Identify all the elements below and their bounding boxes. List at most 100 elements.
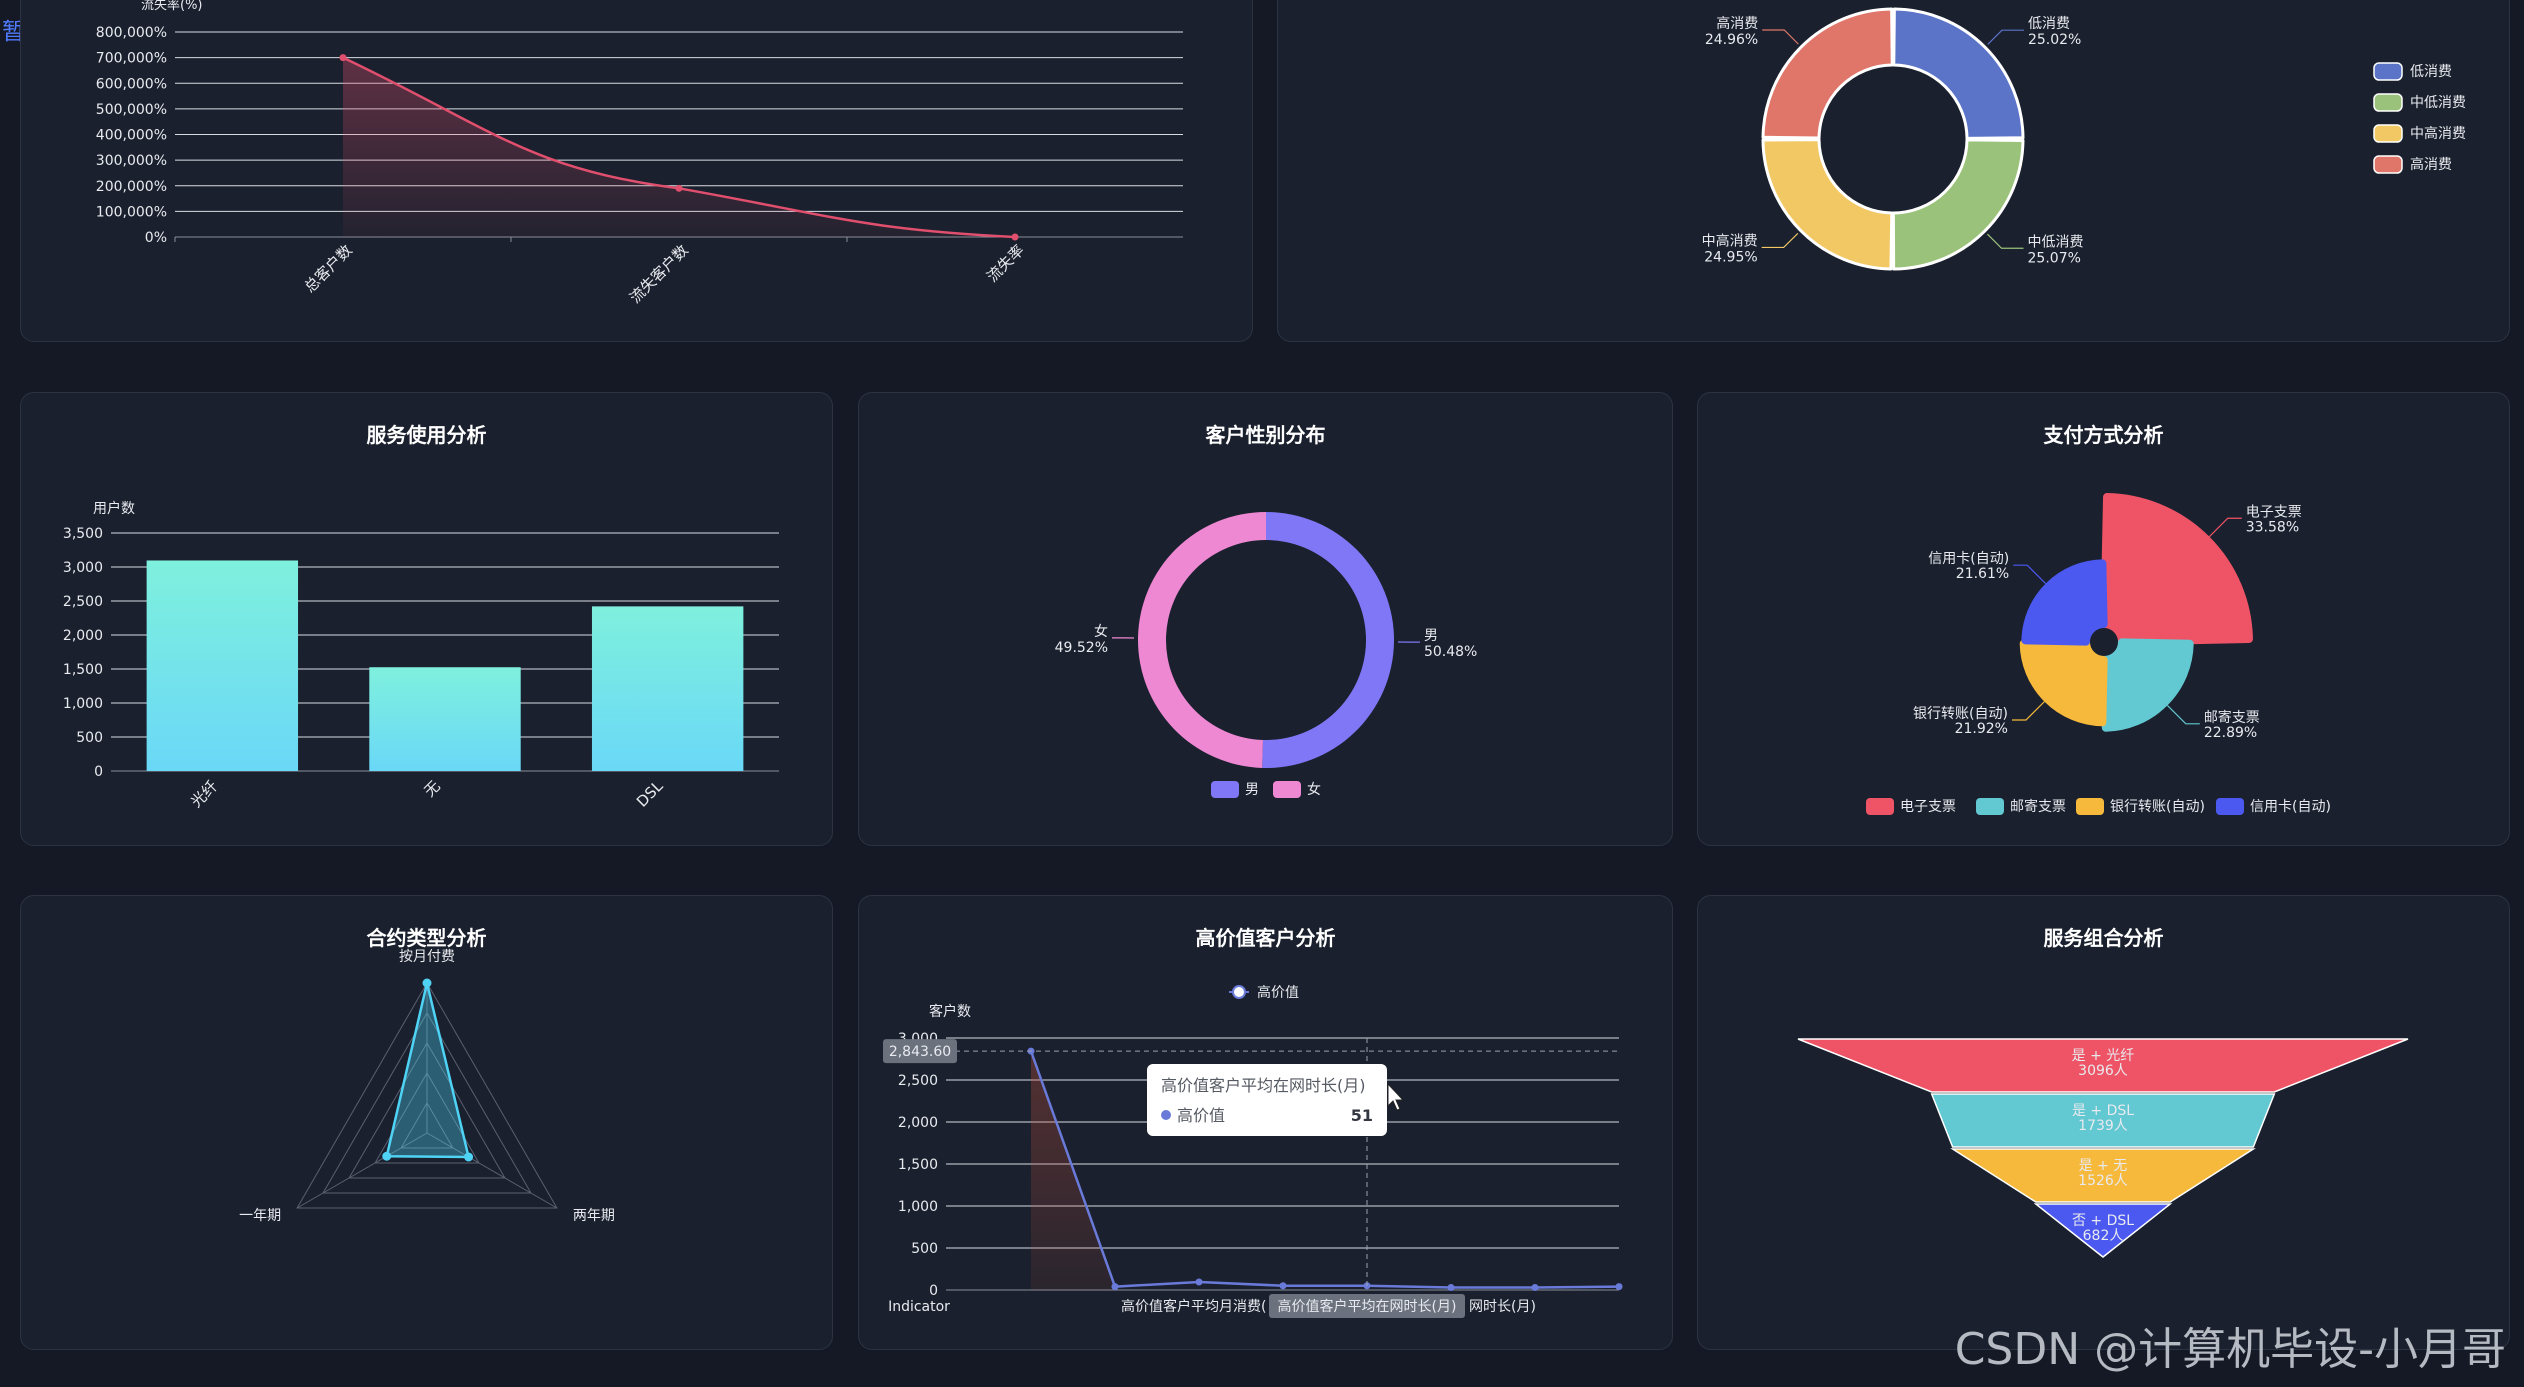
tooltip-box bbox=[1147, 1064, 1387, 1136]
payment-panel: 支付方式分析 电子支票 33.58% 邮寄支票 22.89% 银行转账(自动) 21.92… bbox=[1697, 392, 2510, 846]
pie-slice-label: 高消费 bbox=[1716, 15, 1758, 32]
radar-point bbox=[382, 1151, 392, 1161]
legend-label: 女 bbox=[1307, 781, 1321, 798]
pie-leader-line bbox=[1986, 233, 2024, 249]
hv-area bbox=[1031, 1051, 1115, 1290]
rose-pct: 33.58% bbox=[2246, 519, 2299, 535]
churn-area bbox=[343, 57, 1015, 237]
axis-pointer-x-label: 高价值客户平均在网时长(月) bbox=[1278, 1298, 1457, 1315]
y-tick-label: 2,500 bbox=[63, 594, 103, 610]
y-tick-label: 1,000 bbox=[898, 1199, 938, 1215]
y-tick-label: 100,000% bbox=[96, 204, 167, 220]
y-tick-label: 2,000 bbox=[898, 1115, 938, 1131]
funnel-stage-value: 682人 bbox=[2083, 1228, 2124, 1244]
radar-grid bbox=[348, 1042, 506, 1179]
axis-pointer-y-badge bbox=[883, 1039, 957, 1064]
x-tick-label: 光纤 bbox=[187, 777, 221, 811]
payment-chart: 电子支票33.58%邮寄支票22.89%银行转账(自动)21.92%信用卡(自动… bbox=[1866, 493, 2331, 815]
rose-sector bbox=[2100, 493, 2253, 646]
watermark: CSDN @计算机毕设-小月哥 bbox=[1954, 1324, 2506, 1375]
y-tick-label: 700,000% bbox=[96, 51, 167, 67]
pie-slice-label: 低消费 bbox=[2028, 16, 2070, 32]
pie-slice bbox=[1891, 138, 2025, 271]
legend-label: 中高消费 bbox=[2410, 125, 2466, 142]
legend-swatch bbox=[1211, 781, 1239, 798]
pie-slice-pct: 24.95% bbox=[1704, 249, 1757, 265]
legend-label: 信用卡(自动) bbox=[2250, 799, 2331, 815]
legend-label: 低消费 bbox=[2410, 64, 2452, 80]
funnel-stage-name: 是 + 无 bbox=[2079, 1158, 2128, 1174]
y-tick-label: 300,000% bbox=[96, 153, 167, 169]
legend-swatch bbox=[2216, 798, 2244, 815]
rose-sector bbox=[2021, 559, 2108, 646]
pie-slice-label: 男 bbox=[1424, 628, 1438, 644]
funnel-stage-value: 3096人 bbox=[2078, 1063, 2128, 1079]
radar-indicator-label: 按月付费 bbox=[399, 949, 455, 965]
radar-point bbox=[464, 1152, 474, 1162]
x-tick-label: 总客户数 bbox=[301, 241, 356, 296]
legend-label: 男 bbox=[1245, 782, 1259, 798]
legend-label: 邮寄支票 bbox=[2010, 798, 2066, 815]
service-usage-chart: 用户数 0 500 1,000 1,500 2,000 2,500 3,000 3,500 光纤 无… bbox=[63, 500, 779, 811]
hv-point bbox=[1531, 1283, 1539, 1291]
y-tick-label: 1,500 bbox=[898, 1157, 938, 1173]
hv-point bbox=[1447, 1283, 1455, 1291]
legend-swatch bbox=[1273, 781, 1301, 798]
mouse-cursor-icon bbox=[1387, 1082, 1405, 1111]
radar-grid bbox=[374, 1071, 480, 1164]
y-tick-label: 0% bbox=[145, 230, 167, 246]
pie-leader-line bbox=[1761, 232, 1799, 249]
hv-line bbox=[1029, 1050, 1620, 1289]
legend-swatch bbox=[2373, 93, 2403, 112]
pie-slice-label: 女 bbox=[1094, 623, 1108, 640]
y-tick-label: 800,000% bbox=[96, 25, 167, 41]
legend-swatch bbox=[2373, 62, 2403, 81]
legend-label: 中低消费 bbox=[2410, 95, 2466, 111]
high-value-panel: 高价值客户分析 高价值 客户数 0 500 1,000 1,500 2,000 2,500 3,… bbox=[858, 895, 1673, 1350]
radar-area bbox=[385, 982, 471, 1159]
funnel-stage-value: 1739人 bbox=[2078, 1118, 2128, 1134]
y-tick-label: 500,000% bbox=[96, 102, 167, 118]
hv-point bbox=[1195, 1278, 1203, 1286]
y-tick-label: 2,500 bbox=[898, 1073, 938, 1089]
y-tick-label: 600,000% bbox=[96, 76, 167, 92]
y-tick-label: 0 bbox=[94, 764, 103, 780]
hv-point bbox=[1615, 1283, 1623, 1291]
legend-label: 电子支票 bbox=[1900, 799, 1956, 815]
y-tick-label: 1,500 bbox=[63, 662, 103, 678]
panel-title: 高价值客户分析 bbox=[1195, 926, 1336, 950]
rose-sector bbox=[2019, 638, 2108, 727]
y-tick-label: 3,500 bbox=[63, 526, 103, 542]
y-tick-label: 3,000 bbox=[63, 560, 103, 576]
funnel-stage bbox=[1797, 1038, 2409, 1093]
funnel-stage-name: 否 + DSL bbox=[2072, 1213, 2134, 1229]
radar-indicator-label: 一年期 bbox=[239, 1208, 281, 1224]
funnel-stage-name: 是 + DSL bbox=[2072, 1103, 2134, 1119]
pie-slice-pct: 25.07% bbox=[2028, 250, 2081, 266]
pie-slice-label: 中低消费 bbox=[2028, 234, 2084, 250]
rose-label: 邮寄支票 bbox=[2204, 709, 2260, 726]
service-usage-panel: 服务使用分析 用户数 0 500 1,000 1,500 2,000 2,500 3,000 3… bbox=[20, 392, 833, 846]
legend-swatch bbox=[2373, 124, 2403, 143]
churn-point bbox=[339, 54, 347, 62]
y-axis-title: 用户数 bbox=[93, 500, 135, 517]
legend-swatch bbox=[2373, 155, 2403, 174]
x-tick-label: 高价值客户平均月消费( bbox=[1121, 1298, 1266, 1315]
y-tick-label: 0 bbox=[929, 1283, 938, 1299]
panel-title: 服务使用分析 bbox=[366, 423, 487, 447]
funnel-stage bbox=[2033, 1203, 2173, 1258]
radar-grid bbox=[400, 1102, 454, 1149]
gender-panel: 客户性别分布 男 50.48% 女 49.52% 男女 bbox=[858, 392, 1673, 846]
funnel-stage-name: 是 + 光纤 bbox=[2072, 1048, 2135, 1064]
tooltip-series: 高价值 bbox=[1177, 1106, 1225, 1125]
panel-title: 合约类型分析 bbox=[366, 926, 487, 950]
axis-pointer-y-label: 2,843.60 bbox=[889, 1044, 951, 1060]
high-value-chart: 高价值客户数05001,0001,5002,0002,5003,0002,843… bbox=[883, 984, 1623, 1318]
pie-slice bbox=[1761, 7, 1894, 140]
pie-slice-pct: 50.48% bbox=[1424, 644, 1477, 660]
y-tick-label: 400,000% bbox=[96, 128, 167, 144]
rose-pct: 21.92% bbox=[1955, 721, 2008, 737]
y-tick-label: 1,000 bbox=[63, 696, 103, 712]
pie-slice-pct: 49.52% bbox=[1055, 640, 1108, 656]
